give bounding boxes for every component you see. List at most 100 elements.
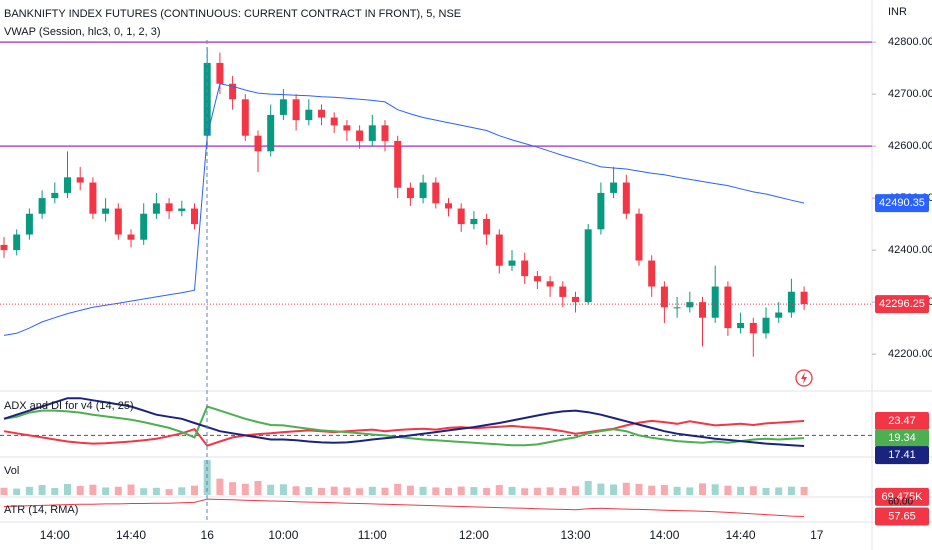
volume-bar bbox=[648, 485, 656, 495]
candle-body bbox=[508, 260, 516, 266]
plot-area bbox=[0, 41, 872, 517]
volume-bar bbox=[191, 485, 198, 495]
volume-bar bbox=[724, 485, 732, 495]
candle-body bbox=[699, 302, 706, 318]
volume-bar bbox=[76, 485, 84, 495]
candle-body bbox=[546, 281, 554, 287]
price-tag-text: 42490.35 bbox=[879, 197, 925, 209]
candle-body bbox=[572, 296, 579, 303]
candle-body bbox=[178, 208, 186, 212]
price-tag bbox=[875, 295, 929, 314]
candle-body bbox=[432, 182, 440, 204]
candle-body bbox=[368, 125, 376, 141]
volume-bar bbox=[114, 486, 122, 495]
candle-body bbox=[356, 130, 364, 141]
candle-body bbox=[140, 213, 148, 240]
x-tick-label: 16 bbox=[201, 528, 215, 542]
volume-bar bbox=[584, 481, 592, 495]
volume-bar bbox=[0, 487, 8, 495]
candle-body bbox=[711, 286, 719, 318]
candle-body bbox=[343, 125, 351, 131]
volume-bar bbox=[254, 481, 262, 495]
volume-bar bbox=[483, 488, 491, 495]
candle-body bbox=[114, 208, 122, 235]
volume-bar bbox=[800, 486, 808, 495]
candle-body bbox=[330, 117, 338, 126]
currency: INR bbox=[888, 6, 907, 18]
volume-bar bbox=[330, 486, 338, 495]
candle-body bbox=[292, 99, 300, 121]
labels: BANKNIFTY INDEX FUTURES (CONTINUOUS: CUR… bbox=[4, 6, 907, 516]
volume-bar bbox=[533, 487, 541, 495]
x-tick-label: 11:00 bbox=[358, 528, 387, 542]
x-tick-label: 14:00 bbox=[40, 528, 70, 542]
x-tick-label: 14:40 bbox=[726, 528, 756, 542]
alert-icon[interactable] bbox=[795, 369, 813, 387]
y-tick-label: 42700.00 bbox=[888, 88, 932, 100]
candle-body bbox=[152, 203, 160, 214]
candle-body bbox=[191, 208, 198, 225]
volume-bar bbox=[495, 485, 503, 495]
alert-bolt[interactable] bbox=[801, 372, 807, 384]
volume-bar bbox=[25, 486, 33, 495]
alert-circle[interactable] bbox=[795, 369, 813, 387]
candle-body bbox=[318, 109, 325, 118]
volume-bar bbox=[699, 483, 706, 495]
volume-bar bbox=[64, 483, 71, 495]
vol-title: Vol bbox=[4, 465, 19, 477]
candle-body bbox=[381, 125, 389, 141]
candle-body bbox=[64, 177, 71, 193]
y-tick-label: 42800.00 bbox=[888, 36, 932, 48]
y-tick-label: 42600.00 bbox=[888, 140, 932, 152]
candle-body bbox=[445, 203, 452, 209]
price-tag bbox=[875, 446, 929, 465]
x-tick-label: 12:00 bbox=[459, 528, 489, 542]
candle-body bbox=[267, 114, 275, 152]
volume-bar bbox=[241, 483, 249, 495]
price-tag bbox=[875, 412, 929, 431]
candle-body bbox=[737, 322, 745, 329]
candle-body bbox=[394, 140, 402, 188]
candle-body bbox=[13, 234, 21, 251]
volume-bar bbox=[749, 486, 757, 495]
volume-bar bbox=[394, 483, 402, 495]
vwap-legend: VWAP (Session, hlc3, 0, 1, 2, 3) bbox=[4, 26, 161, 38]
volume-bar bbox=[178, 487, 186, 495]
volume-bar bbox=[775, 487, 783, 495]
candle-body bbox=[102, 208, 110, 214]
volume-bar bbox=[343, 487, 351, 495]
candle-body bbox=[25, 213, 33, 235]
volume-bar bbox=[546, 487, 554, 495]
candle-body bbox=[521, 260, 529, 277]
candle-body bbox=[51, 192, 59, 199]
candle-body bbox=[686, 302, 694, 308]
candle-body bbox=[762, 317, 770, 334]
candle-body bbox=[305, 109, 313, 121]
price-tag-text: 42296.25 bbox=[879, 298, 925, 310]
volume-bar bbox=[381, 487, 389, 495]
volume-bar bbox=[292, 486, 300, 495]
candle-body bbox=[419, 182, 427, 199]
volume-bar bbox=[610, 484, 618, 495]
volume-bar bbox=[102, 487, 110, 495]
candle-body bbox=[724, 286, 732, 329]
volume-bar bbox=[356, 488, 364, 495]
candle-body bbox=[749, 322, 757, 334]
volume-bar bbox=[152, 487, 160, 495]
candle-body bbox=[800, 291, 808, 305]
vwap-line bbox=[3, 83, 805, 336]
volume-bar bbox=[368, 486, 376, 495]
volume-bar bbox=[508, 486, 516, 495]
candle-body bbox=[622, 182, 630, 214]
candle-body bbox=[559, 286, 567, 297]
volume-bar bbox=[521, 488, 529, 495]
candle-body bbox=[89, 182, 97, 214]
price-tag bbox=[875, 429, 929, 448]
candle-body bbox=[635, 213, 643, 261]
candle-body bbox=[229, 83, 237, 100]
volume-bar bbox=[305, 487, 313, 495]
indicator-line bbox=[3, 397, 805, 447]
candle-body bbox=[241, 99, 249, 136]
